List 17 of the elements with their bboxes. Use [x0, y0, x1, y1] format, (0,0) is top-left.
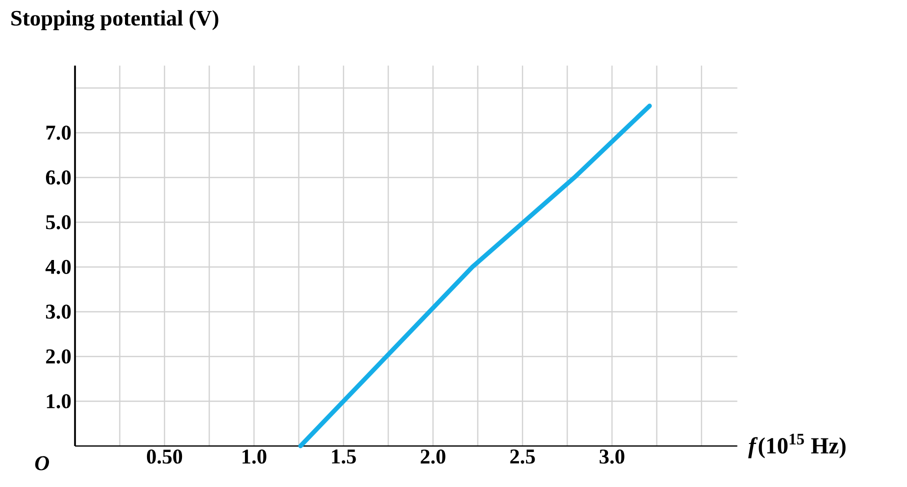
x-tick-label: 1.5: [332, 450, 356, 464]
y-tick-label: 2.0: [46, 349, 71, 364]
line-series: [298, 104, 652, 448]
x-tick-label: 2.5: [510, 450, 535, 464]
x-tick-label: 1.0: [242, 450, 266, 464]
x-tick-label: 3.0: [600, 450, 624, 464]
y-tick-label: 5.0: [46, 215, 71, 230]
x-tick-label: 0.50: [146, 450, 182, 464]
text: O: [35, 456, 50, 470]
y-tick-label: 4.0: [46, 260, 71, 274]
x-axis-title: f(10$^{15}$ Hz): [748, 434, 846, 458]
y-axis-title: Stopping potential (V): [11, 10, 218, 30]
y-tick-label: 6.0: [46, 170, 71, 185]
x-tick-label: 2.0: [420, 450, 446, 464]
y-tick-label: 1.0: [46, 394, 71, 408]
y-tick-label: 3.0: [46, 304, 71, 319]
y-tick-label: 7.0: [46, 126, 71, 140]
